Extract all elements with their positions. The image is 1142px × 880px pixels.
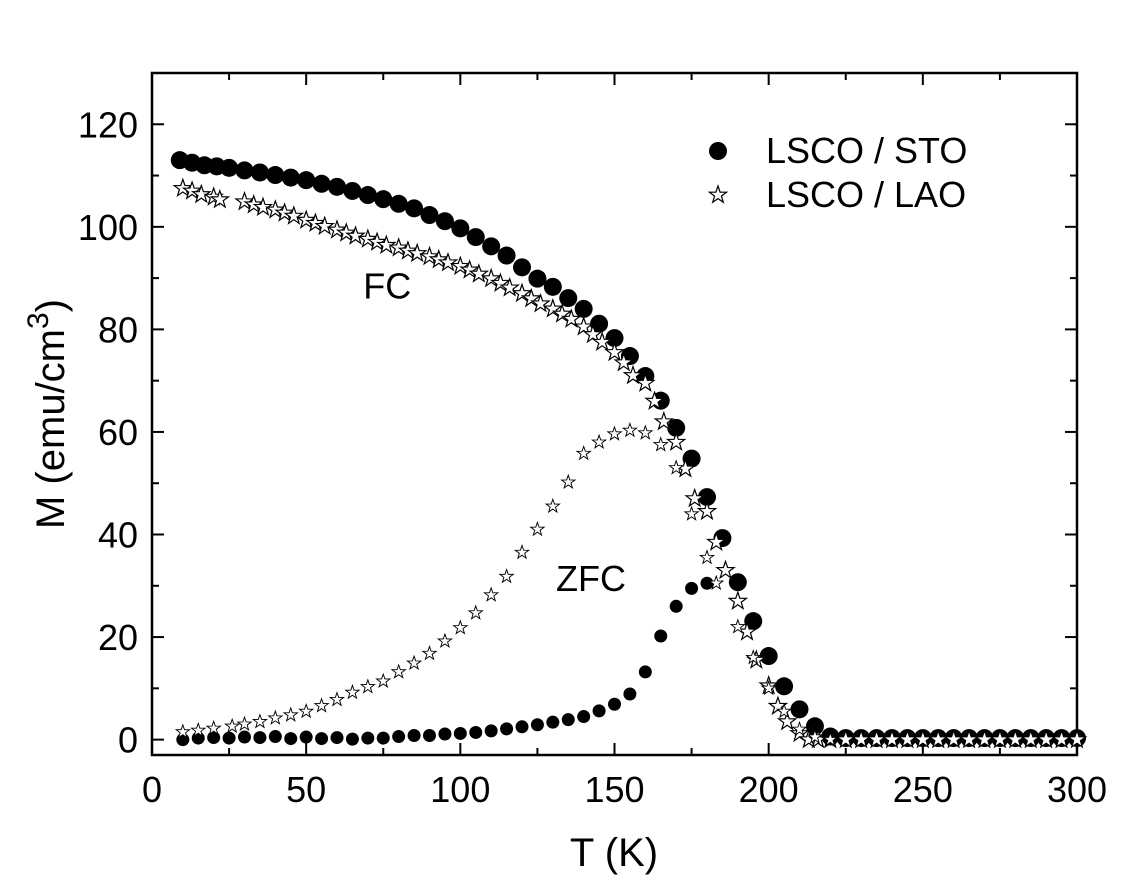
data-point [775,677,794,696]
axis-ticks [151,73,1078,755]
annotation-zfc: ZFC [556,558,626,599]
series-1 [176,576,714,747]
y-tick-label: 80 [98,309,138,350]
legend: LSCO / STO LSCO / LAO [708,130,967,215]
data-point [559,289,578,308]
data-point [253,731,267,745]
data-point [343,181,362,200]
data-point [608,697,621,711]
y-tick-label: 120 [78,104,138,145]
data-point [330,731,344,745]
x-tick-label: 100 [430,769,490,810]
data-point [700,576,714,590]
data-point [500,722,514,736]
data-point [207,731,221,745]
data-point [667,418,686,437]
data-point [392,730,406,744]
data-point [623,687,637,701]
data-point [268,730,282,744]
data-point [361,731,375,745]
x-tick-labels: 0 50 100 150 200 250 300 [142,769,1107,810]
data-point [592,704,606,718]
data-point [376,731,390,745]
data-point [345,732,359,746]
data-point [220,158,239,177]
data-point [235,161,254,180]
data-series [170,151,1087,748]
data-point [266,166,285,185]
data-point [358,186,377,205]
data-point [482,237,501,256]
data-point [530,718,544,732]
data-point [590,314,609,333]
data-point [577,710,591,724]
y-tick-label: 60 [98,412,138,453]
data-point [374,190,393,209]
data-point [528,269,547,288]
x-axis-title: T (K) [570,831,658,875]
data-point [435,212,454,231]
data-point [328,177,346,196]
data-point [281,168,300,187]
data-point [759,647,778,666]
data-point [297,171,316,190]
y-axis-title: M (emu/cm3) [22,299,73,529]
x-tick-label: 150 [584,769,644,810]
data-point [728,573,747,592]
data-point [790,700,809,719]
data-point [654,629,668,643]
legend-label-lsco-sto: LSCO / STO [766,130,967,171]
x-tick-label: 300 [1047,769,1107,810]
data-point [423,729,436,743]
data-point [744,612,763,631]
data-point [315,732,329,746]
data-point [284,732,298,746]
data-point [453,726,467,740]
data-point [685,581,699,595]
data-point [438,727,452,741]
x-tick-label: 0 [142,769,162,810]
data-point [805,717,824,736]
data-point [484,724,498,738]
data-point [238,730,251,744]
x-tick-label: 250 [893,769,953,810]
data-point [299,730,313,744]
x-tick-label: 200 [739,769,799,810]
y-tick-label: 20 [98,617,138,658]
data-point [574,299,593,318]
data-point [561,713,575,727]
data-point [222,731,236,745]
data-point [466,228,485,247]
y-tick-label: 40 [98,515,138,556]
legend-marker-lsco-sto [709,142,727,160]
data-point [420,206,439,225]
data-point [669,599,683,613]
data-point [638,665,652,679]
x-tick-label: 50 [286,769,326,810]
data-point [451,219,470,238]
y-tick-label: 100 [78,207,138,248]
legend-label-lsco-lao: LSCO / LAO [766,174,966,215]
data-point [543,277,562,296]
data-point [698,488,716,507]
data-point [250,163,269,182]
data-point [515,720,529,734]
data-point [546,715,560,729]
y-tick-labels: 0 20 40 60 80 100 120 [78,104,138,760]
data-point [312,174,331,193]
annotation-fc: FC [363,266,411,307]
data-point [605,329,624,348]
data-point [407,729,421,743]
data-point [405,199,424,218]
data-point [389,194,408,213]
data-point [513,258,531,277]
y-tick-label: 0 [118,720,138,761]
data-point [497,246,516,265]
data-point [469,725,483,739]
